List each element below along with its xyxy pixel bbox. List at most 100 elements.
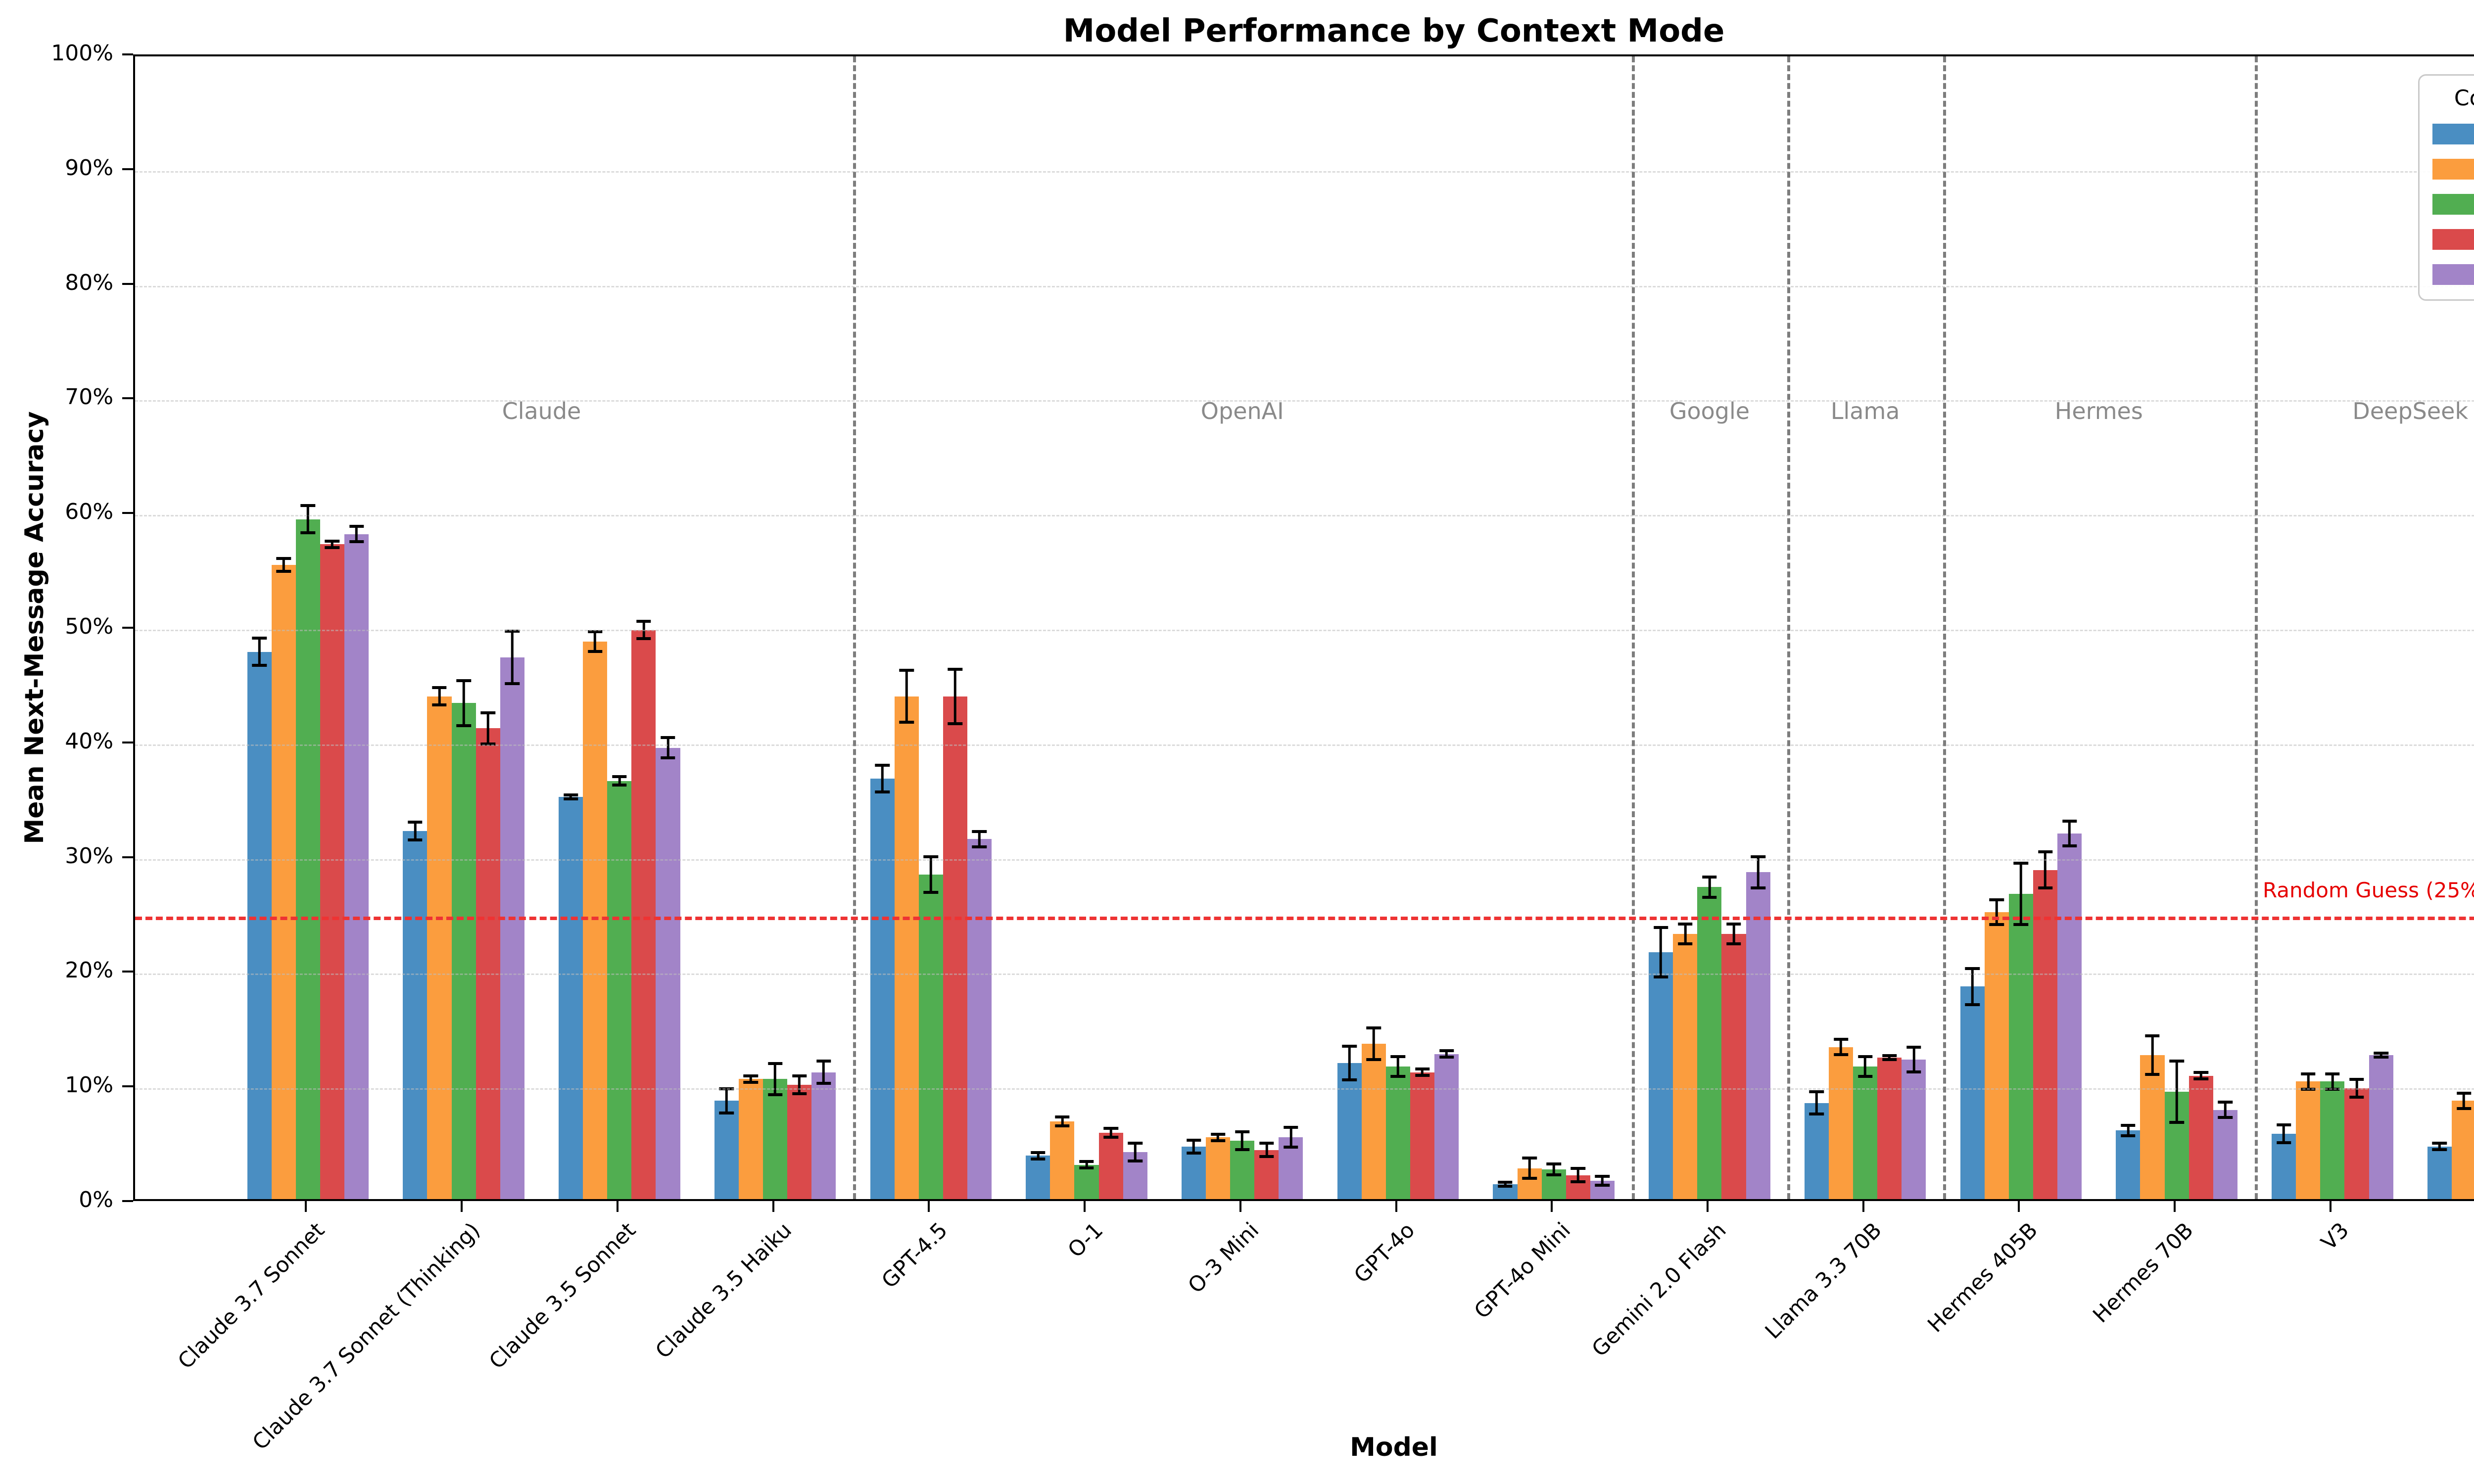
error-bar-line [1192,1138,1195,1155]
error-bar-cap-top [300,504,316,508]
error-bar [1965,967,1980,1006]
error-bar-cap-top [325,540,340,543]
error-bar [1882,1054,1897,1061]
x-tick-mark [305,1201,307,1212]
error-bar-cap-top [1210,1133,1226,1136]
legend: Context Mode No Context 50 Raw 50 Summary 1… [2418,74,2474,301]
error-bar-cap-bottom [1390,1075,1406,1078]
bar-group [714,56,836,1199]
error-bar-cap-bottom [2145,1072,2160,1076]
error-bar-cap-bottom [456,724,471,728]
x-tick-label: GPT-4.5 [877,1218,952,1294]
error-bar-cap-top [2062,820,2077,823]
error-bar-cap-top [1595,1175,1610,1178]
legend-item: No Context [2432,122,2474,146]
grid-layer [135,56,2474,1199]
error-bar-cap-bottom [899,721,914,724]
y-tick-label: 30% [65,843,113,869]
error-bar-line [666,736,669,759]
error-bar [432,686,447,707]
error-bar-cap-bottom [948,722,963,725]
error-bar-cap-bottom [325,546,340,549]
error-bar-line [462,679,465,728]
x-tick-mark [772,1201,774,1212]
provider-section-llama: Llama [1787,56,1943,1199]
error-bar-cap-bottom [1439,1055,1454,1059]
bar [1746,855,1770,1199]
error-bar-line [1660,926,1663,979]
bar-group [1026,56,1147,1199]
bar-group [559,56,680,1199]
bar [1877,1054,1902,1199]
error-bar [1439,1049,1454,1059]
error-bar-cap-top [587,630,603,633]
error-bar-cap-bottom [252,663,267,667]
error-bar-cap-top [816,1060,831,1063]
error-bar [1726,922,1741,946]
error-bar-cap-top [276,556,291,560]
model-group [230,56,386,1199]
error-bar-cap-top [2276,1123,2291,1127]
error-bar [743,1074,759,1084]
bar [2008,862,2033,1199]
model-group [1632,56,1788,1199]
error-bar-cap-top [612,775,627,778]
x-tick-mark [2018,1201,2020,1212]
provider-section-claude: Claude [230,56,853,1199]
bar [762,1062,788,1199]
bar [2033,850,2058,1199]
error-bar-line [355,525,358,544]
bar [2369,1052,2393,1199]
error-bar-line [1757,855,1760,890]
error-bar-cap-top [2218,1101,2233,1104]
error-bar-line [1840,1038,1843,1057]
bar [714,1087,739,1199]
bar [870,763,895,1199]
error-bar-cap-top [480,711,495,714]
error-bar-line [1348,1045,1351,1082]
error-bar [1570,1167,1586,1183]
error-bar-cap-top [1751,855,1765,858]
error-bar-line [2044,850,2046,890]
error-bar [899,668,914,724]
bar-group [1649,56,1770,1199]
error-bar-cap-bottom [1128,1159,1142,1163]
bar [1566,1167,1590,1199]
model-group [1164,56,1320,1199]
bar [2057,820,2082,1199]
bar [271,556,296,1199]
bar [1254,1142,1279,1199]
error-bar-line [1971,967,1974,1006]
error-bar-line [414,821,417,842]
provider-label: Llama [1830,398,1900,424]
bar [427,686,452,1199]
model-group [2410,56,2474,1199]
error-bar-cap-top [1186,1138,1201,1142]
error-bar-cap-top [1498,1181,1513,1184]
error-bar [1079,1160,1094,1169]
bar [1804,1090,1829,1199]
bars-layer: Claude OpenAI Google Llama Hermes DeepSeek [135,56,2474,1199]
error-bar-cap-top [2121,1123,2136,1127]
bar [738,1074,763,1199]
error-bar [1390,1055,1406,1078]
bar-group [1804,56,1926,1199]
bar [1649,926,1673,1199]
error-bar-cap-bottom [1210,1139,1226,1142]
bar [1337,1045,1362,1199]
y-tick-label: 70% [65,384,113,410]
model-group [697,56,853,1199]
error-bar-line [2127,1123,2130,1138]
bar-group [870,56,992,1199]
error-bar [719,1087,734,1115]
y-gridline [135,859,2474,861]
provider-section-hermes: Hermes [1943,56,2254,1199]
bar [811,1060,836,1199]
error-bar-cap-bottom [1857,1075,1873,1078]
error-bar-line [749,1074,752,1084]
error-bar-line [1396,1055,1399,1078]
error-bar-line [1289,1126,1292,1149]
error-bar [816,1060,831,1085]
bar [894,668,919,1199]
chart-title: Model Performance by Context Mode [1063,13,1725,49]
